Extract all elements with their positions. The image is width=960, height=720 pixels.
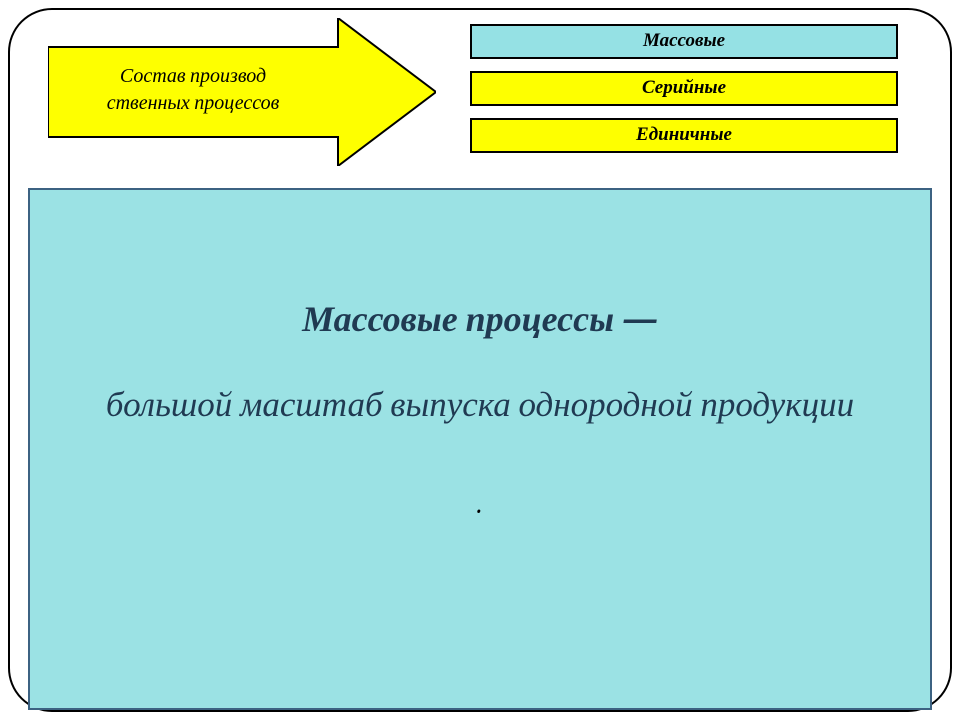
- arrow-callout: Состав производ ственных процессов: [48, 18, 436, 166]
- arrow-label-line1: Состав производ: [120, 64, 266, 87]
- category-label: Единичные: [636, 123, 732, 145]
- arrow-label: Состав производ ственных процессов: [48, 62, 338, 116]
- category-item-mass: Массовые: [470, 24, 898, 59]
- arrow-label-line2: ственных процессов: [107, 91, 280, 114]
- content-description: большой масштаб выпуска однородной проду…: [58, 368, 902, 442]
- category-label: Серийные: [642, 76, 726, 98]
- category-item-serial: Серийные: [470, 71, 898, 106]
- content-panel: Массовые процессы — большой масштаб выпу…: [28, 188, 932, 710]
- content-title: Массовые процессы —: [58, 298, 902, 340]
- category-item-single: Единичные: [470, 118, 898, 153]
- content-dot: .: [58, 486, 902, 521]
- category-list: Массовые Серийные Единичные: [470, 24, 898, 165]
- category-label: Массовые: [643, 29, 725, 51]
